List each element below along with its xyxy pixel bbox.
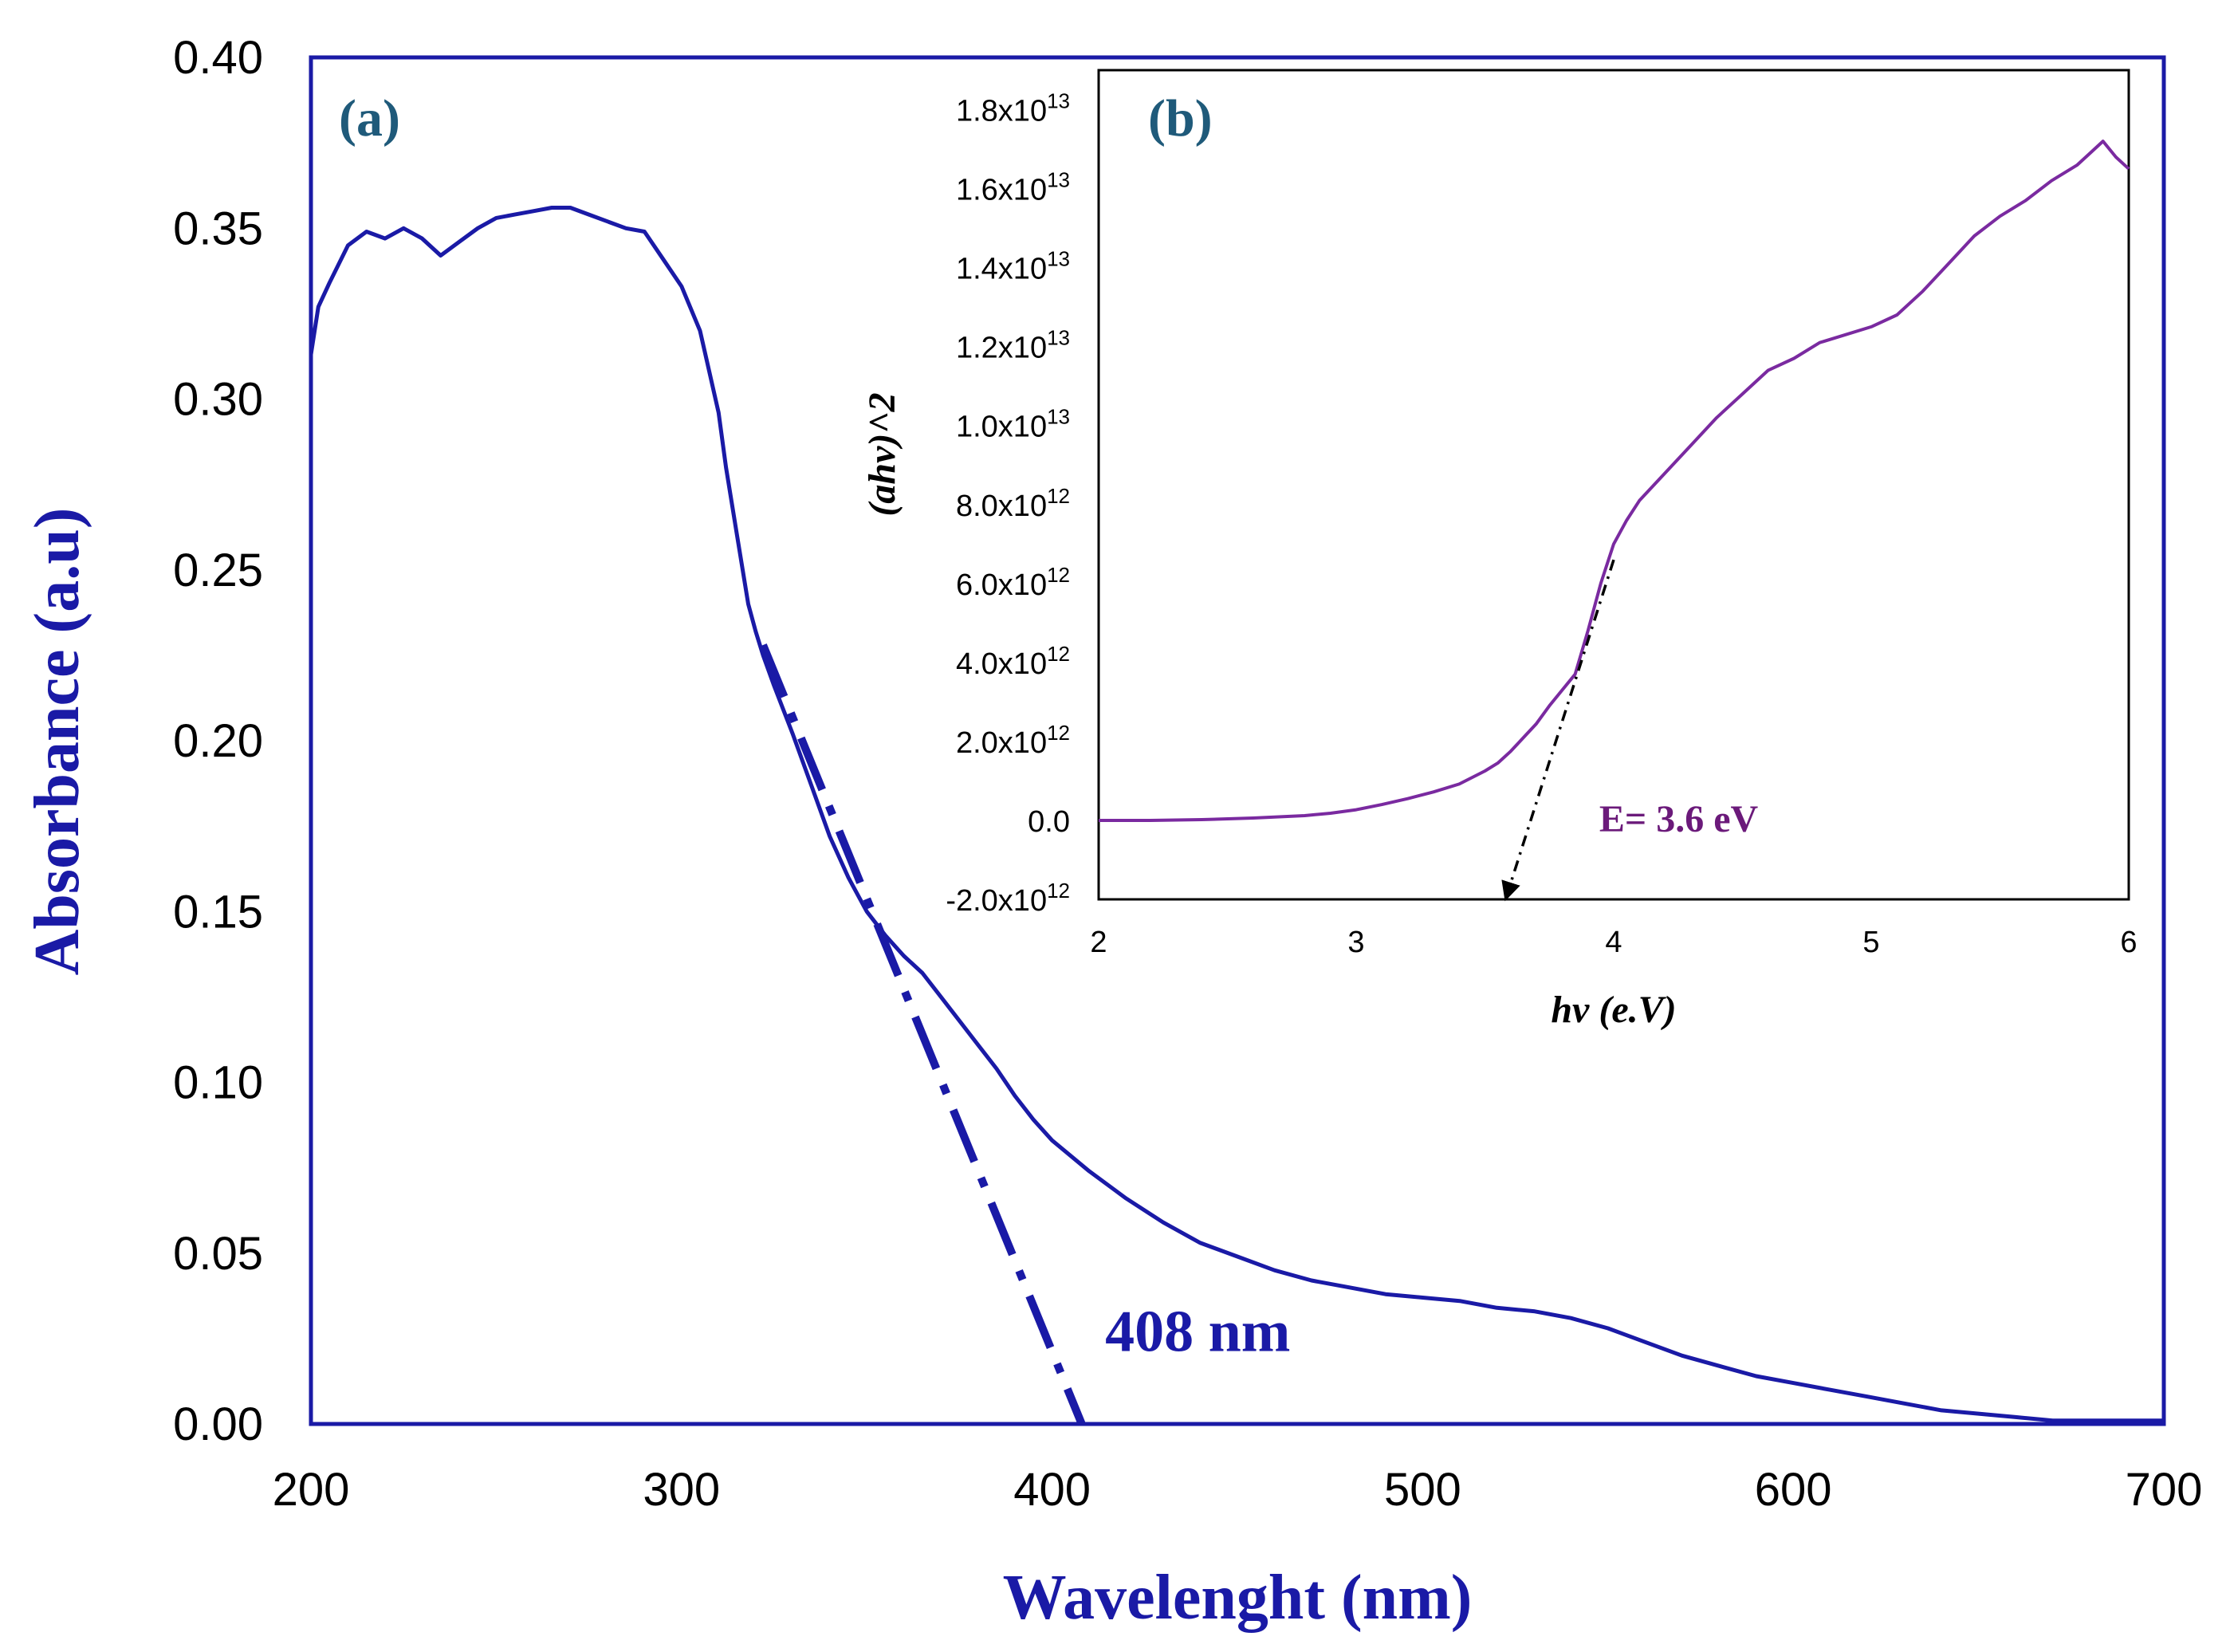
- inset-y-tick-label: 1.4x1013: [956, 247, 1070, 286]
- inset-chart: -2.0x1012 0.0 2.0x1012 4.0x1012 6.0x1012 8.0x…: [861, 69, 2138, 1031]
- panel-label-b: (b): [1148, 89, 1213, 148]
- absorbance-tangent-line: [759, 643, 1086, 1426]
- inset-y-tick-label: 1.2x1013: [956, 326, 1070, 365]
- main-y-axis-label: Absorbance (a.u): [22, 508, 92, 976]
- main-y-tick-label: 0.40: [173, 32, 263, 84]
- main-x-tick-label: 300: [643, 1464, 720, 1516]
- inset-y-tick-label: 2.0x1012: [956, 721, 1070, 760]
- main-y-tick-label: 0.35: [173, 203, 263, 254]
- inset-y-tick-label: 1.8x1013: [956, 89, 1070, 128]
- main-y-tick-labels: 0.00 0.05 0.10 0.15 0.20 0.25 0.30 0.35 0.40: [173, 32, 263, 1450]
- band-gap-annotation: E= 3.6 eV: [1599, 798, 1759, 840]
- inset-x-tick-label: 6: [2120, 926, 2137, 959]
- inset-y-tick-label: 1.0x1013: [956, 405, 1070, 444]
- inset-x-tick-labels: 2 3 4 5 6: [1090, 926, 2137, 959]
- inset-x-tick-label: 5: [1862, 926, 1879, 959]
- main-chart: 0.000.050.100.150.200.250.300.350.40 200…: [22, 32, 2202, 1633]
- inset-y-tick-label: 6.0x1012: [956, 563, 1070, 602]
- main-plot-frame: [309, 55, 2166, 1426]
- inset-y-tick-label: -2.0x1012: [946, 879, 1070, 918]
- tauc-tangent-arrow: [1501, 559, 1615, 902]
- inset-y-tick-label: 4.0x1012: [956, 642, 1070, 681]
- main-x-tick-label: 200: [273, 1464, 350, 1516]
- inset-background: [1097, 69, 2130, 901]
- edge-wavelength-annotation: 408 nm: [1105, 1300, 1290, 1365]
- main-x-tick-label: 600: [1755, 1464, 1832, 1516]
- inset-y-tick-label: 0.0: [1028, 805, 1070, 839]
- main-x-tick-label: 500: [1384, 1464, 1461, 1516]
- main-y-tick-label: 0.05: [173, 1228, 263, 1280]
- inset-x-tick-label: 3: [1347, 926, 1364, 959]
- main-y-tick-label: 0.25: [173, 545, 263, 596]
- main-x-tick-label: 700: [2126, 1464, 2203, 1516]
- inset-x-tick-label: 4: [1605, 926, 1622, 959]
- inset-y-tick-label: 8.0x1012: [956, 484, 1070, 523]
- inset-y-tick-labels: -2.0x1012 0.0 2.0x1012 4.0x1012 6.0x1012 8.0x…: [946, 89, 1070, 918]
- main-y-tick-label: 0.00: [173, 1398, 263, 1450]
- main-y-tick-label: 0.20: [173, 715, 263, 767]
- main-x-axis-label: Wavelenght (nm): [1003, 1563, 1473, 1633]
- inset-x-tick-label: 2: [1090, 926, 1107, 959]
- absorbance-curve: [309, 206, 2164, 1423]
- inset-x-axis-label: hv (e.V): [1551, 989, 1676, 1031]
- main-x-tick-label: 400: [1013, 1464, 1091, 1516]
- main-y-tick-label: 0.10: [173, 1057, 263, 1109]
- panel-label-a: (a): [339, 89, 400, 148]
- main-y-tick-label: 0.15: [173, 886, 263, 938]
- main-x-tick-labels: 200 300 400 500 600 700: [273, 1464, 2203, 1516]
- main-y-tick-label: 0.30: [173, 374, 263, 426]
- tauc-curve: [1099, 140, 2130, 822]
- inset-y-tick-label: 1.6x1013: [956, 168, 1070, 207]
- inset-y-axis-label: (ahv)^2: [861, 392, 903, 516]
